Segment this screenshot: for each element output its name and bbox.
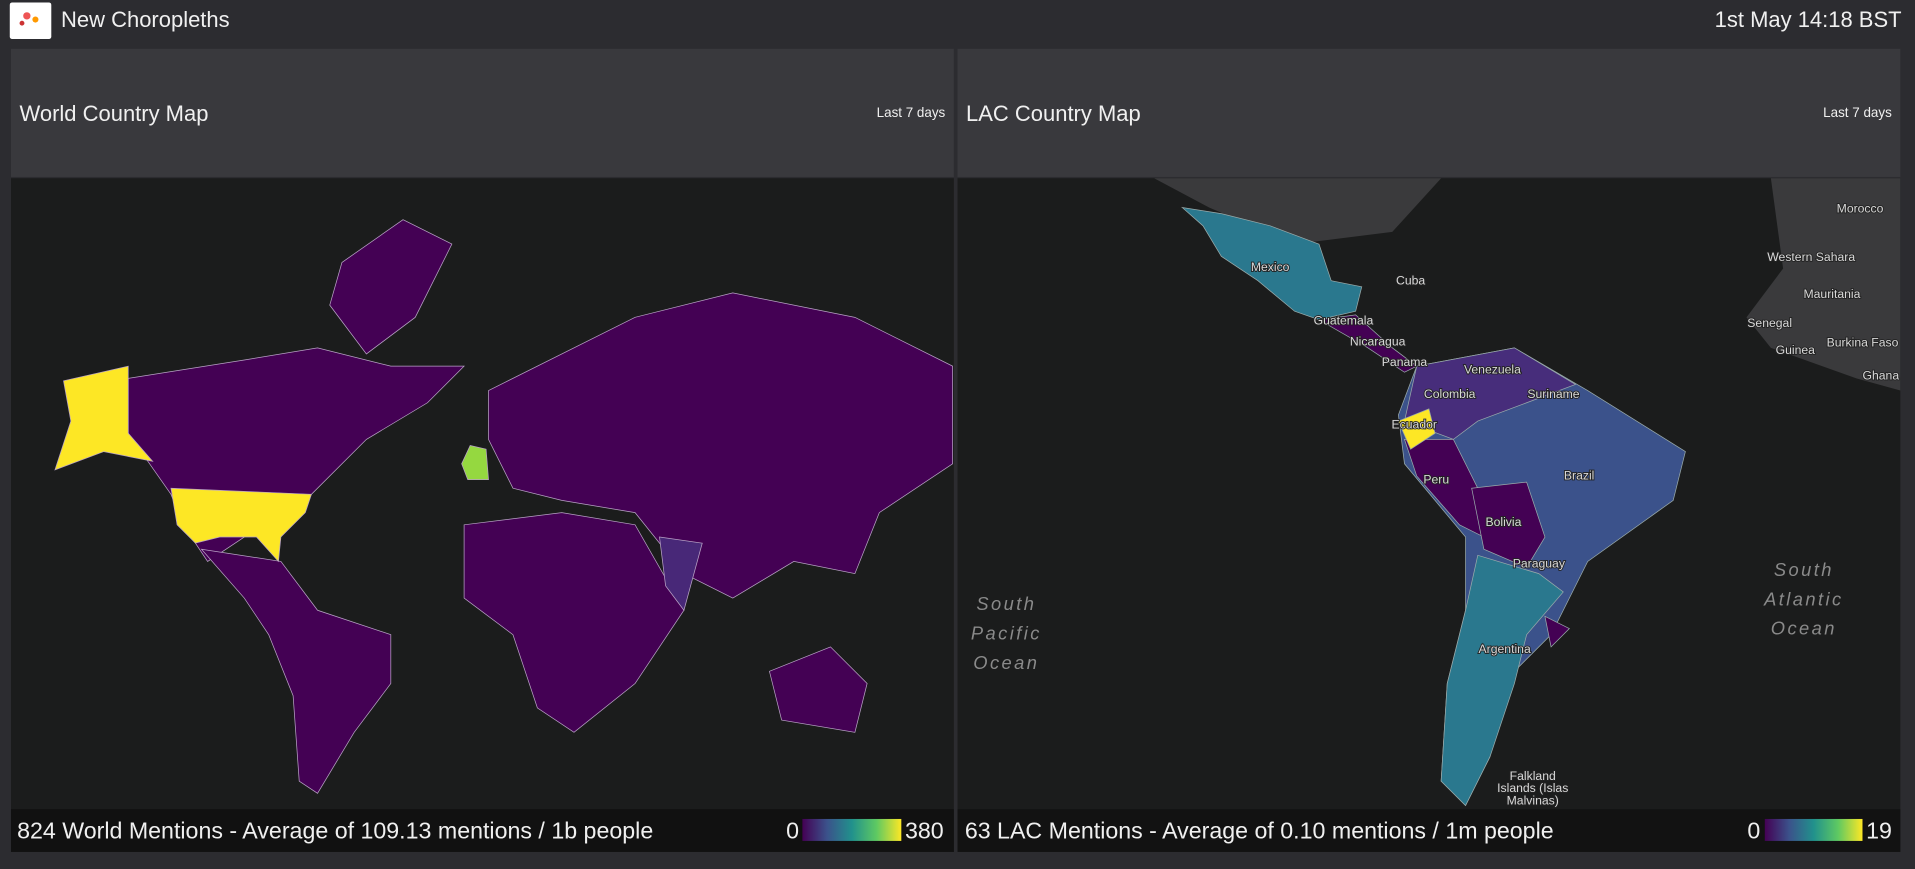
logo-dot bbox=[32, 16, 39, 23]
map-label: Nicaragua bbox=[1350, 334, 1406, 348]
map-label: Venezuela bbox=[1464, 362, 1521, 376]
country bbox=[1544, 615, 1570, 648]
map-label: Brazil bbox=[1564, 469, 1594, 483]
timestamp: 1st May 14:18 BST bbox=[1715, 7, 1902, 32]
country bbox=[329, 219, 453, 355]
map-label: Morocco bbox=[1837, 201, 1884, 215]
legend-scale bbox=[1764, 818, 1863, 841]
country bbox=[463, 512, 685, 733]
map-label: Guatemala bbox=[1314, 314, 1374, 328]
map-labels: Mexico Cuba Guatemala Nicaragua Panama Venezu… bbox=[971, 200, 1900, 808]
panel-period[interactable]: Last 7 days bbox=[1823, 105, 1892, 120]
ocean-label: Ocean bbox=[1771, 618, 1837, 639]
ocean-label: Pacific bbox=[971, 623, 1042, 644]
country bbox=[768, 646, 868, 733]
panel-header bbox=[957, 48, 1901, 177]
map-label: Senegal bbox=[1747, 316, 1792, 330]
map-label: Bolivia bbox=[1485, 515, 1521, 529]
country bbox=[54, 365, 154, 471]
lac-map bbox=[1154, 178, 1901, 807]
map-label: Mauritania bbox=[1803, 287, 1860, 301]
summary: 63 LAC Mentions - Average of 0.10 mentio… bbox=[965, 817, 1554, 843]
map-label: Argentina bbox=[1479, 642, 1531, 656]
ocean-label: Falkland bbox=[1510, 769, 1556, 783]
country bbox=[1471, 481, 1546, 568]
country bbox=[170, 487, 312, 563]
map-area[interactable] bbox=[957, 178, 1901, 852]
country bbox=[659, 536, 703, 612]
map-label: Burkina Faso bbox=[1827, 336, 1899, 350]
logo-dot bbox=[19, 20, 25, 26]
ocean-label: Ocean bbox=[973, 652, 1039, 673]
map-label: Guinea bbox=[1776, 343, 1816, 357]
logo-dot bbox=[23, 12, 31, 20]
footer-bar bbox=[10, 809, 954, 852]
ocean-label: Islands (Islas bbox=[1497, 781, 1568, 795]
map-label: Colombia bbox=[1424, 387, 1476, 401]
map-label: Cuba bbox=[1396, 273, 1425, 287]
legend-min: 0 bbox=[1747, 817, 1760, 843]
country bbox=[200, 548, 392, 794]
land bbox=[1746, 178, 1901, 391]
panel-title: LAC Country Map bbox=[966, 101, 1141, 126]
country bbox=[1397, 408, 1436, 450]
logo[interactable] bbox=[9, 2, 52, 40]
legend-max: 19 bbox=[1866, 817, 1892, 843]
world-map bbox=[54, 219, 953, 794]
map-label: Panama bbox=[1382, 355, 1428, 369]
ocean-label: South bbox=[976, 593, 1036, 614]
map-label: Ghana bbox=[1863, 369, 1900, 383]
ocean-label: Atlantic bbox=[1763, 588, 1844, 609]
map-label: Suriname bbox=[1527, 387, 1579, 401]
summary: 824 World Mentions - Average of 109.13 m… bbox=[17, 817, 653, 843]
panel-title: World Country Map bbox=[20, 101, 209, 126]
legend-min: 0 bbox=[786, 817, 799, 843]
land bbox=[1154, 178, 1442, 245]
map-label: Western Sahara bbox=[1767, 250, 1855, 264]
map-label: Paraguay bbox=[1513, 557, 1566, 571]
panel-header bbox=[10, 48, 954, 177]
country bbox=[461, 445, 489, 481]
country bbox=[488, 292, 953, 599]
map-label: Peru bbox=[1423, 472, 1449, 486]
legend-scale bbox=[802, 818, 902, 841]
dashboard-title: New Choropleths bbox=[61, 7, 230, 32]
map-label: Ecuador bbox=[1392, 417, 1437, 431]
map-label: Mexico bbox=[1251, 260, 1290, 274]
panel-period[interactable]: Last 7 days bbox=[877, 105, 946, 120]
country bbox=[1440, 554, 1564, 807]
country bbox=[1181, 206, 1363, 321]
legend-max: 380 bbox=[905, 817, 944, 843]
ocean-label: Malvinas) bbox=[1507, 793, 1559, 807]
footer-bar bbox=[957, 809, 1901, 852]
ocean-label: South bbox=[1774, 559, 1834, 580]
